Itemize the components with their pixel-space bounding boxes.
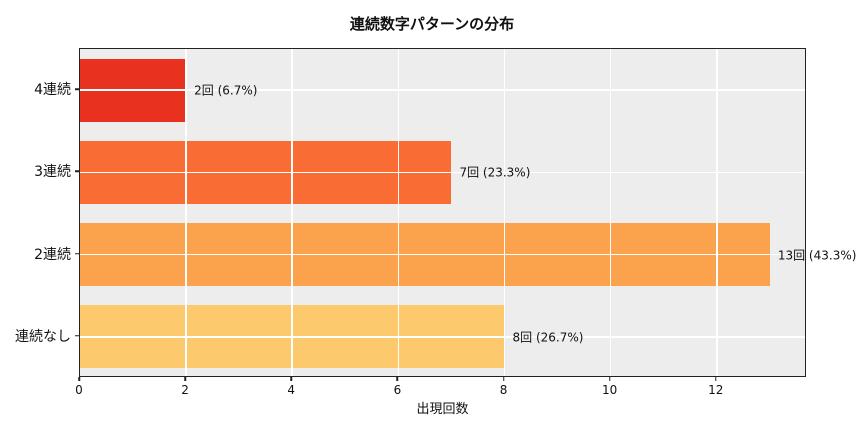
bar-value-label: 2回 (6.7%) [194, 83, 258, 98]
x-tick-label: 4 [287, 383, 296, 397]
x-tick-mark [715, 377, 717, 381]
vertical-gridline [185, 49, 187, 376]
vertical-gridline [715, 49, 718, 376]
x-tick-mark [78, 377, 80, 381]
vertical-gridline [397, 49, 400, 376]
horizontal-gridline [80, 89, 805, 91]
x-axis-ticks: 0 2 4 6 8 10 12 [75, 377, 806, 401]
y-tick-label: 連続なし [15, 328, 71, 345]
x-tick-label: 10 [602, 383, 618, 397]
y-tick-label: 3連続 [34, 164, 71, 181]
x-tick-label: 8 [499, 383, 508, 397]
horizontal-gridline [80, 171, 805, 174]
bar-value-label: 8回 (26.7%) [512, 330, 584, 345]
x-tick-mark [396, 377, 399, 381]
y-tick-label: 2連続 [34, 246, 71, 263]
y-axis-tick-marks [0, 48, 79, 377]
bar-value-label: 7回 (23.3%) [459, 165, 531, 180]
vertical-gridline [609, 49, 612, 376]
x-tick-label: 6 [393, 383, 402, 397]
y-tick-mark [75, 335, 79, 337]
horizontal-gridline [80, 336, 805, 338]
y-tick-label: 4連続 [34, 82, 71, 99]
y-axis-labels: 4連続 3連続 2連続連続なし [0, 48, 71, 377]
y-tick-mark [75, 252, 79, 255]
x-tick-mark [608, 377, 611, 381]
x-tick-label: 2 [181, 383, 189, 397]
vertical-gridline [503, 49, 506, 376]
x-tick-mark [184, 377, 186, 381]
vertical-gridline [291, 49, 294, 376]
y-tick-mark [75, 88, 79, 90]
bar-value-label: 13回 (43.3%) [777, 248, 857, 263]
x-axis-title: 出現回数 [416, 402, 469, 417]
y-tick-mark [75, 170, 79, 173]
x-tick-label: 0 [75, 383, 83, 397]
x-tick-mark [502, 377, 505, 381]
x-tick-mark [290, 377, 292, 381]
horizontal-gridline [80, 253, 805, 256]
chart-title: 連続数字パターンの分布 [349, 15, 515, 33]
plot-area: 2回 (6.7%) 7回 (23.3%) 13回 (43.3%) 8回 (26.7%) [79, 48, 856, 377]
x-tick-label: 12 [708, 383, 724, 397]
